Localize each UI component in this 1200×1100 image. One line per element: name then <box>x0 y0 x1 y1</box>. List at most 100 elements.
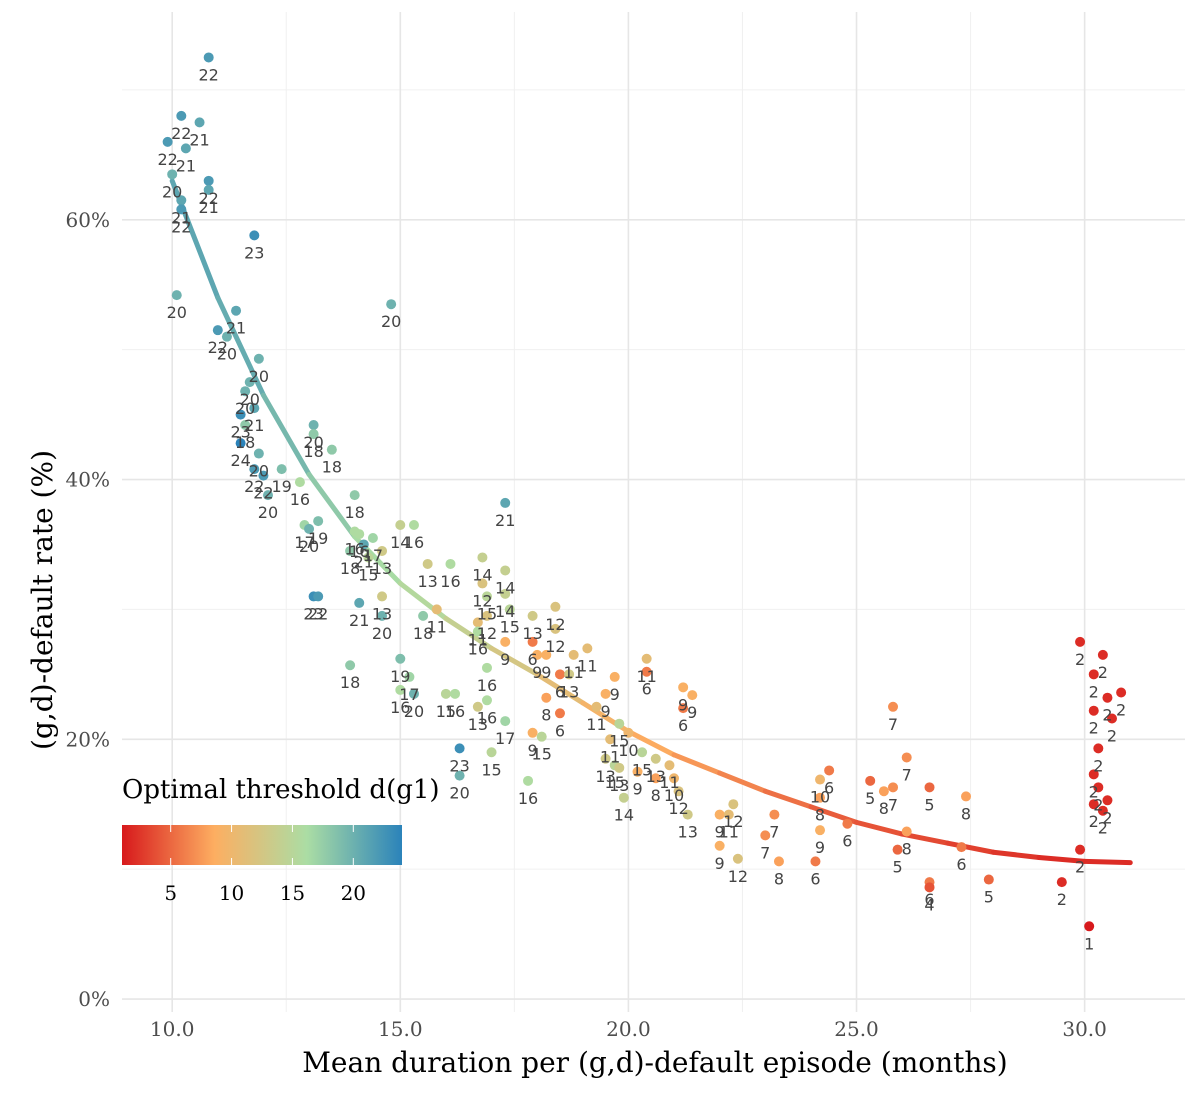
data-point <box>221 331 232 342</box>
point-label: 19 <box>271 477 291 496</box>
point-label: 16 <box>468 639 488 658</box>
point-label: 18 <box>340 559 360 578</box>
data-point <box>253 448 264 459</box>
data-point <box>445 558 456 569</box>
x-tick-label: 25.0 <box>834 1017 879 1041</box>
data-point <box>180 143 191 154</box>
data-point <box>773 856 784 867</box>
point-label: 14 <box>390 533 410 552</box>
data-point <box>632 766 643 777</box>
point-label: 21 <box>349 611 369 630</box>
point-label: 7 <box>760 843 770 862</box>
data-point <box>924 882 935 893</box>
trend-segment <box>899 831 951 846</box>
data-point <box>618 792 629 803</box>
point-label: 11 <box>719 823 739 842</box>
data-point <box>527 610 538 621</box>
trend-segment <box>1082 858 1133 866</box>
point-label: 2 <box>1075 650 1085 669</box>
data-point <box>641 666 652 677</box>
data-point <box>203 184 214 195</box>
data-point <box>472 626 483 637</box>
data-point <box>901 826 912 837</box>
data-point <box>1097 805 1108 816</box>
trend-segment <box>625 728 677 758</box>
data-point <box>176 204 187 215</box>
point-label: 13 <box>595 767 615 786</box>
point-label: 20 <box>249 367 269 386</box>
point-label: 6 <box>642 680 652 699</box>
data-point <box>477 552 488 563</box>
point-label: 15 <box>436 702 456 721</box>
data-point <box>815 792 826 803</box>
trend-segment <box>990 849 1042 860</box>
point-label: 20 <box>162 182 182 201</box>
trend-segment <box>489 645 540 677</box>
data-point <box>308 429 319 440</box>
data-points <box>162 52 1127 932</box>
legend-colorbar <box>122 825 402 865</box>
data-point <box>678 703 689 714</box>
point-label: 6 <box>528 650 538 669</box>
data-point <box>1084 921 1095 932</box>
point-label: 21 <box>226 319 246 338</box>
data-point <box>673 786 684 797</box>
point-label: 2 <box>1057 890 1067 909</box>
point-label: 16 <box>477 676 497 695</box>
point-label: 20 <box>449 784 469 803</box>
data-point <box>669 773 680 784</box>
data-point <box>637 747 648 758</box>
point-label: 20 <box>217 345 237 364</box>
trend-segment <box>306 471 358 540</box>
data-point <box>650 773 661 784</box>
data-point <box>354 597 365 608</box>
point-label: 9 <box>715 823 725 842</box>
data-point <box>550 623 561 634</box>
data-point <box>961 791 972 802</box>
data-point <box>842 818 853 829</box>
data-point <box>541 692 552 703</box>
data-point <box>203 52 214 63</box>
legend-tick-label: 5 <box>164 881 177 905</box>
data-point <box>1088 705 1099 716</box>
point-label: 14 <box>495 602 515 621</box>
point-label: 2 <box>1075 858 1085 877</box>
y-tick-label: 20% <box>66 727 110 751</box>
data-point <box>678 682 689 693</box>
point-label: 21 <box>199 198 219 217</box>
point-label: 9 <box>601 702 611 721</box>
point-label: 22 <box>171 124 191 143</box>
point-label: 12 <box>472 591 492 610</box>
data-point <box>194 117 205 128</box>
point-label: 20 <box>249 462 269 481</box>
data-point <box>408 688 419 699</box>
point-label: 17 <box>495 729 515 748</box>
point-label: 21 <box>354 552 374 571</box>
data-point <box>203 175 214 186</box>
point-label: 2 <box>1102 808 1112 827</box>
point-label: 19 <box>308 529 328 548</box>
data-point <box>231 305 242 316</box>
point-label: 9 <box>715 854 725 873</box>
data-point <box>769 809 780 820</box>
point-label: 2 <box>1089 682 1099 701</box>
point-label: 6 <box>824 778 834 797</box>
data-point <box>682 809 693 820</box>
point-label: 9 <box>632 780 642 799</box>
data-point <box>605 734 616 745</box>
point-label: 17 <box>399 685 419 704</box>
point-label: 21 <box>171 208 191 227</box>
data-point <box>377 545 388 556</box>
data-point <box>308 419 319 430</box>
data-point <box>728 799 739 810</box>
data-point <box>500 565 511 576</box>
point-label: 15 <box>632 760 652 779</box>
data-point <box>609 671 620 682</box>
data-point <box>422 558 433 569</box>
data-point <box>481 662 492 673</box>
point-label: 5 <box>924 795 934 814</box>
point-label: 9 <box>532 663 542 682</box>
data-point <box>171 290 182 301</box>
legend-ticks: 5 10 15 20 <box>164 825 366 905</box>
point-label: 9 <box>687 703 697 722</box>
